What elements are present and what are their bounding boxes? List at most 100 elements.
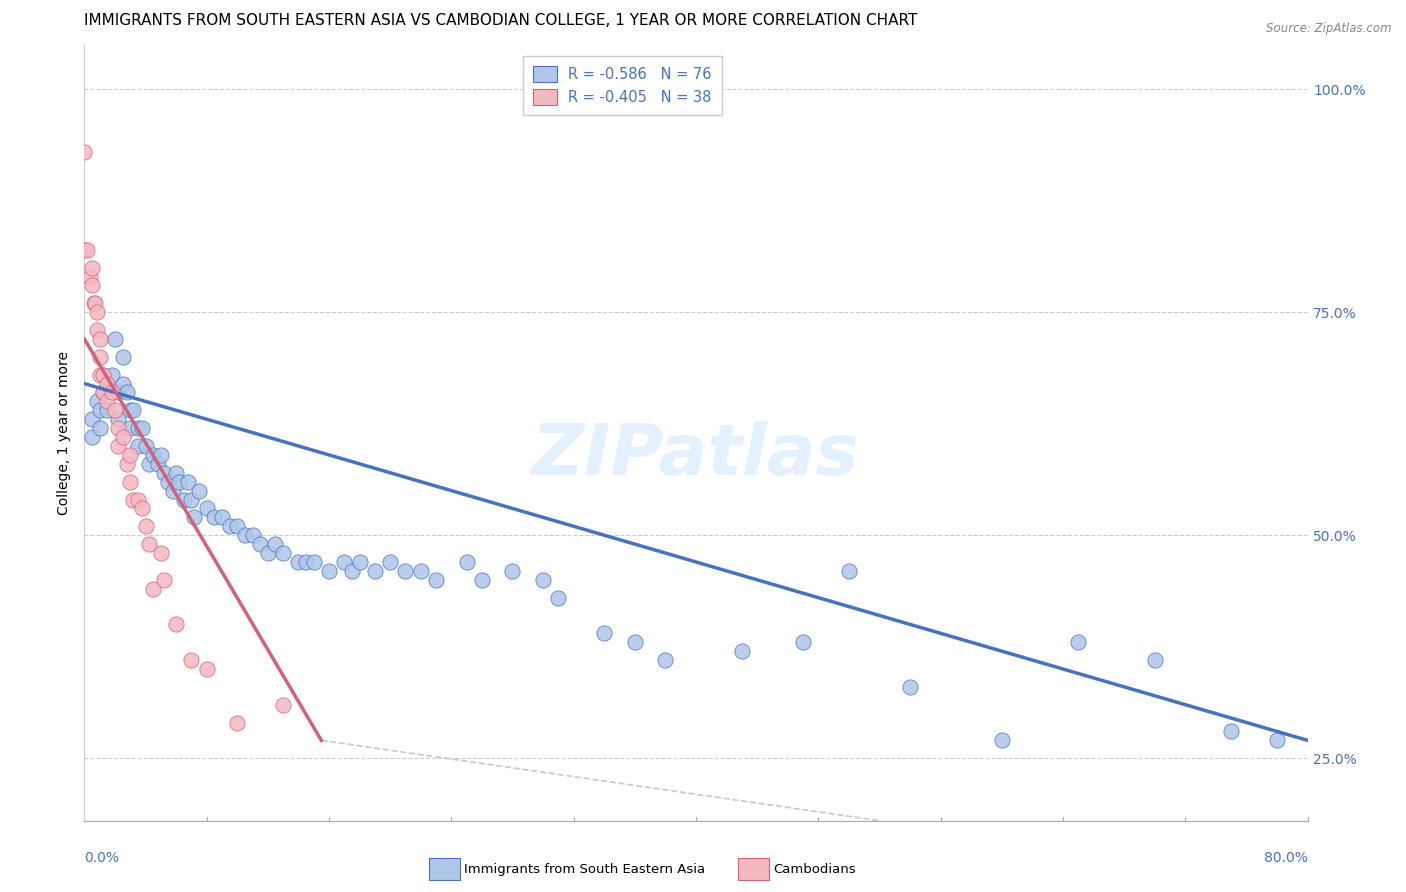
Point (624, 635, 647, 649)
Point (101, 385, 124, 400)
Point (96, 394, 118, 409)
Point (73, 145, 96, 159)
Point (127, 439, 149, 453)
Point (146, 457, 169, 471)
Point (654, 653, 676, 667)
Point (135, 439, 157, 453)
Point (502, 564, 524, 578)
Point (425, 573, 447, 587)
Point (91, 368, 114, 382)
Text: Cambodians: Cambodians (773, 863, 856, 876)
Point (991, 733, 1014, 747)
Point (127, 421, 149, 435)
Point (456, 555, 478, 569)
Point (138, 457, 160, 471)
Point (226, 519, 249, 533)
Point (142, 582, 165, 596)
Point (380, 555, 402, 569)
Point (84, 296, 107, 310)
Point (287, 555, 309, 569)
Point (89, 368, 111, 382)
Point (122, 492, 145, 507)
Point (177, 475, 200, 489)
Point (180, 653, 202, 667)
Point (264, 537, 287, 551)
Point (173, 492, 195, 507)
Text: ZIPatlas: ZIPatlas (533, 421, 859, 491)
Point (96, 376, 118, 391)
Point (838, 564, 860, 578)
Point (471, 573, 494, 587)
Point (898, 680, 921, 694)
Point (195, 662, 218, 676)
Text: Immigrants from South Eastern Asia: Immigrants from South Eastern Asia (464, 863, 704, 876)
Point (340, 564, 363, 578)
Point (249, 537, 271, 551)
Point (111, 430, 134, 444)
Point (96, 403, 118, 417)
Point (89, 403, 111, 417)
Y-axis label: College, 1 year or more: College, 1 year or more (58, 351, 72, 515)
Point (531, 573, 554, 587)
Point (1067, 635, 1090, 649)
Point (101, 368, 124, 382)
Point (162, 483, 184, 498)
Point (153, 466, 176, 480)
Point (86, 394, 108, 409)
Point (142, 448, 165, 462)
Point (91, 368, 114, 382)
Point (115, 385, 138, 400)
Point (295, 555, 318, 569)
Point (91, 385, 114, 400)
Point (233, 528, 256, 542)
Point (202, 510, 225, 524)
Point (104, 403, 127, 417)
Point (149, 448, 172, 462)
Text: IMMIGRANTS FROM SOUTH EASTERN ASIA VS CAMBODIAN COLLEGE, 1 YEAR OR MORE CORRELAT: IMMIGRANTS FROM SOUTH EASTERN ASIA VS CA… (84, 13, 918, 29)
Point (364, 564, 387, 578)
Legend: R = -0.586   N = 76, R = -0.405   N = 38: R = -0.586 N = 76, R = -0.405 N = 38 (523, 56, 723, 115)
Point (731, 644, 754, 658)
Point (122, 403, 145, 417)
Point (73, 243, 96, 257)
Point (80, 260, 103, 275)
Point (120, 475, 142, 489)
Text: 0.0%: 0.0% (84, 851, 120, 865)
Point (792, 635, 814, 649)
Point (120, 421, 142, 435)
Point (242, 528, 264, 542)
Point (211, 510, 233, 524)
Point (149, 546, 172, 560)
Point (86, 323, 108, 337)
Point (86, 305, 108, 319)
Point (165, 617, 187, 632)
Point (302, 555, 325, 569)
Point (409, 564, 432, 578)
Point (167, 475, 190, 489)
Point (1265, 733, 1288, 747)
Point (120, 448, 142, 462)
Point (153, 573, 176, 587)
Point (183, 510, 205, 524)
Point (104, 332, 127, 346)
Point (257, 546, 280, 560)
Point (127, 492, 149, 507)
Point (394, 564, 416, 578)
Point (83, 296, 105, 310)
Point (333, 555, 356, 569)
Point (89, 350, 111, 364)
Point (107, 412, 129, 426)
Point (91, 385, 114, 400)
Point (271, 698, 294, 712)
Point (79, 269, 101, 284)
Point (115, 457, 138, 471)
Point (195, 501, 218, 516)
Point (180, 492, 202, 507)
Point (131, 501, 153, 516)
Point (107, 385, 129, 400)
Point (1143, 653, 1166, 667)
Point (226, 715, 249, 730)
Point (89, 332, 111, 346)
Point (271, 546, 294, 560)
Point (89, 421, 111, 435)
